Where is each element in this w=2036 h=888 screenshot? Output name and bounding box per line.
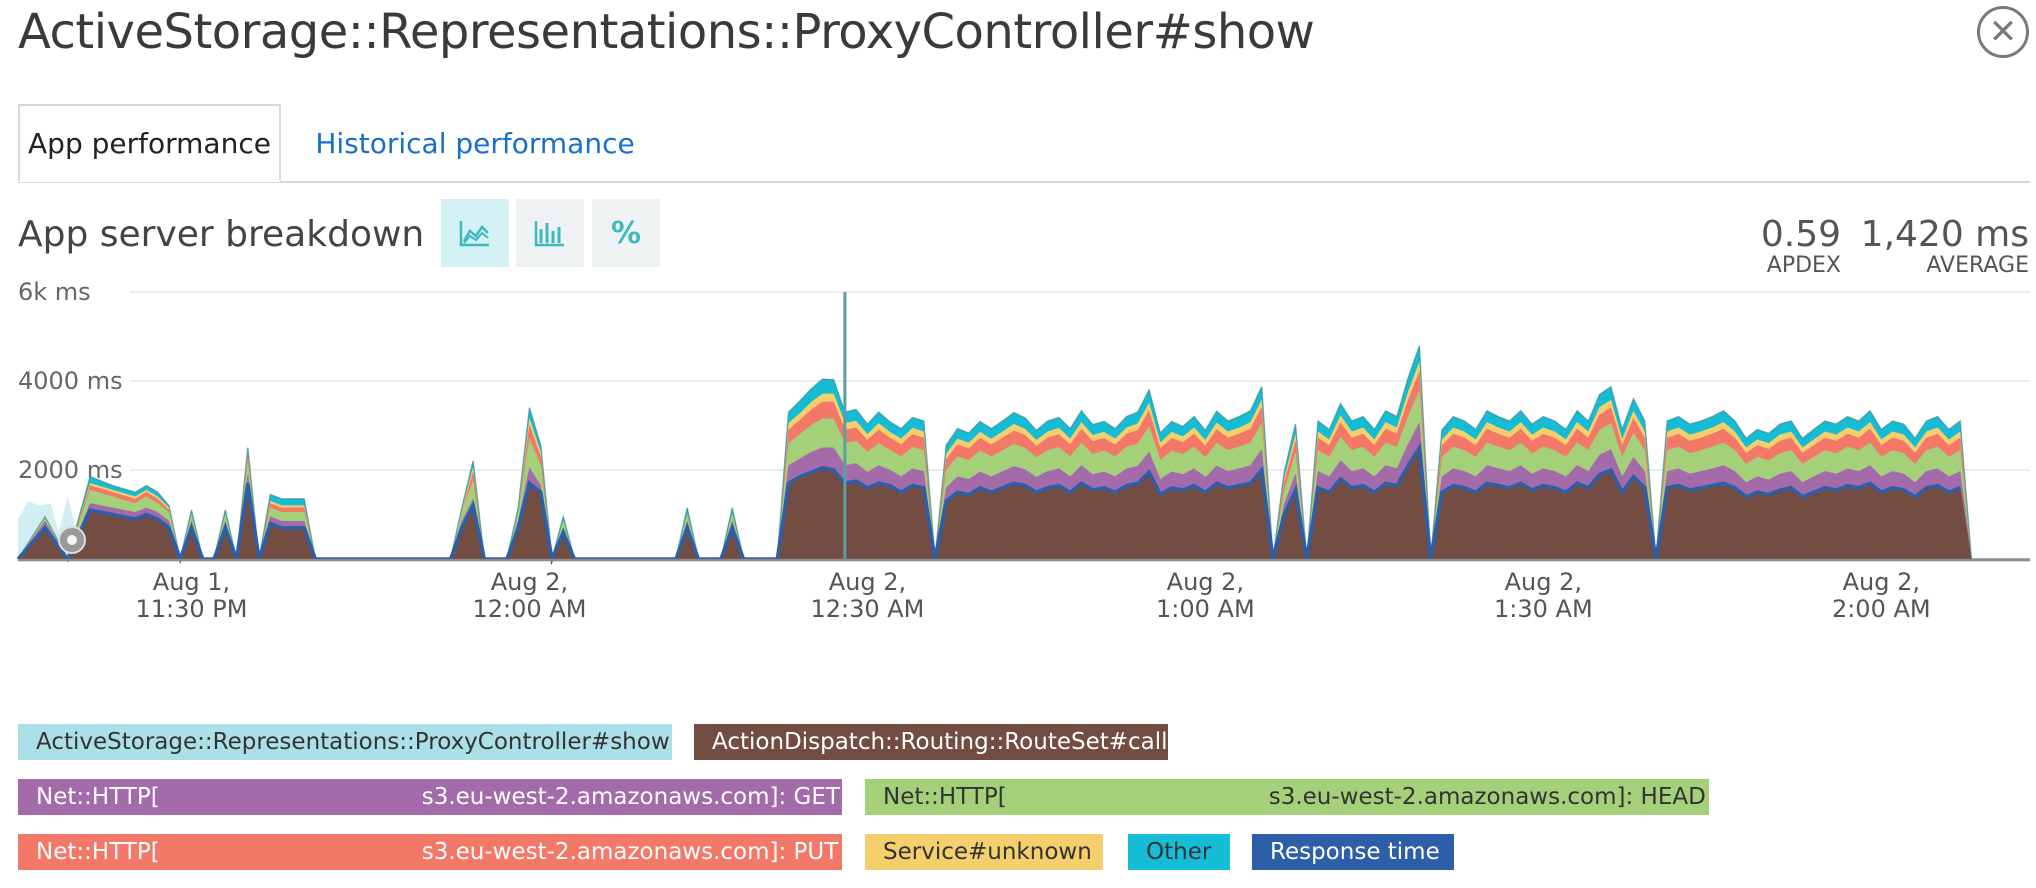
legend-item-routeset[interactable]: ActionDispatch::Routing::RouteSet#call (694, 724, 1168, 760)
x-tick-label-date: Aug 2, (829, 568, 906, 596)
x-tick-label-date: Aug 2, (1167, 568, 1244, 596)
bar-chart-icon (534, 221, 564, 247)
area-chart-view-button[interactable] (441, 199, 509, 267)
bar-chart-view-button[interactable] (516, 199, 584, 267)
legend-label: Net::HTTP[ (36, 839, 160, 865)
y-tick-label: 6k ms (18, 278, 91, 306)
legend-label: Net::HTTP[ (36, 784, 160, 810)
legend-label: ActiveStorage::Representations::ProxyCon… (36, 729, 670, 755)
percent-view-button[interactable]: % (592, 199, 660, 267)
legend-label: Net::HTTP[ (883, 784, 1007, 810)
legend-label-host: s3.eu-west-2.amazonaws.com]: PUT (421, 839, 839, 865)
apdex-label: APDEX (1766, 253, 1841, 278)
apdex-stat: 0.59 APDEX (1761, 214, 1841, 278)
x-tick-label-time: 12:00 AM (472, 595, 586, 623)
legend-item-service-unknown[interactable]: Service#unknown (865, 834, 1103, 870)
legend-item-http-head[interactable]: Net::HTTP[ s3.eu-west-2.amazonaws.com]: H… (865, 779, 1709, 815)
close-icon[interactable]: ✕ (1977, 6, 2029, 58)
x-tick-label-time: 2:00 AM (1832, 595, 1931, 623)
x-tick-label-time: 1:00 AM (1156, 595, 1255, 623)
x-tick-label-date: Aug 2, (1843, 568, 1920, 596)
legend-label: Other (1146, 839, 1212, 865)
legend-item-http-put[interactable]: Net::HTTP[ s3.eu-west-2.amazonaws.com]: P… (18, 834, 842, 870)
legend-label: Service#unknown (883, 839, 1092, 865)
legend-label: ActionDispatch::Routing::RouteSet#call (712, 729, 1168, 755)
range-handle-center (67, 535, 77, 545)
legend-label-host: s3.eu-west-2.amazonaws.com]: GET (421, 784, 840, 810)
legend-item-response-time[interactable]: Response time (1252, 834, 1454, 870)
x-tick-label-date: Aug 2, (491, 568, 568, 596)
y-tick-label: 4000 ms (18, 367, 123, 395)
average-label: AVERAGE (1926, 253, 2029, 278)
tab-app-performance[interactable]: App performance (18, 104, 281, 182)
page-title: ActiveStorage::Representations::ProxyCon… (18, 4, 1315, 60)
legend-item-other[interactable]: Other (1128, 834, 1230, 870)
legend-label: Response time (1270, 839, 1440, 865)
average-value: 1,420 ms (1860, 214, 2029, 255)
x-tick-label-date: Aug 1, (153, 568, 230, 596)
legend-label-host: s3.eu-west-2.amazonaws.com]: HEAD (1268, 784, 1706, 810)
x-tick-label-time: 12:30 AM (810, 595, 924, 623)
y-tick-label: 2000 ms (18, 456, 123, 484)
average-stat: 1,420 ms AVERAGE (1861, 214, 2029, 278)
x-tick-label-date: Aug 2, (1505, 568, 1582, 596)
tab-divider (18, 181, 2030, 183)
x-tick-label-time: 1:30 AM (1494, 595, 1593, 623)
tab-historical-performance[interactable]: Historical performance (315, 126, 635, 160)
chart-title: App server breakdown (18, 214, 425, 255)
area-chart-icon (459, 221, 489, 247)
legend-item-http-get[interactable]: Net::HTTP[ s3.eu-west-2.amazonaws.com]: G… (18, 779, 842, 815)
x-tick-label-time: 11:30 PM (135, 595, 247, 623)
legend-item-proxycontroller[interactable]: ActiveStorage::Representations::ProxyCon… (18, 724, 672, 760)
apdex-value: 0.59 (1760, 214, 1841, 255)
